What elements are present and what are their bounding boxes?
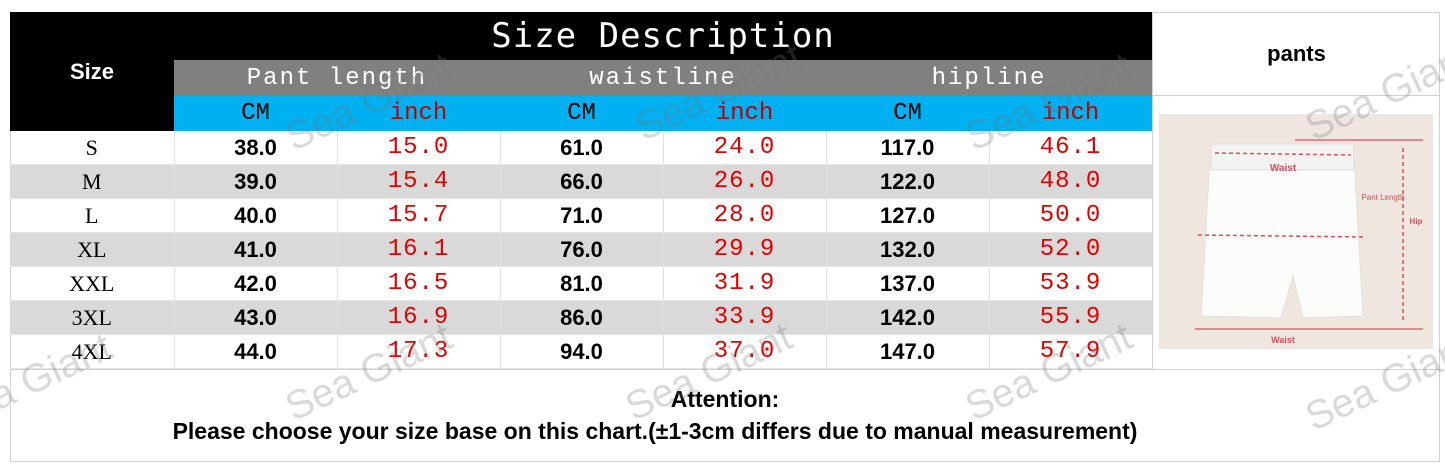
group-header-pant-length: Pant length — [174, 60, 500, 96]
cm-value-cell: 127.0 — [826, 198, 990, 233]
table-row: S 38.0 15.0 61.0 24.0 117.0 46.1 — [10, 131, 1153, 165]
cm-value-cell: 122.0 — [826, 164, 990, 199]
diagram-label-waist-bottom: Waist — [1271, 335, 1295, 345]
unit-header: inch — [663, 96, 826, 131]
size-cell: S — [10, 131, 175, 165]
attention-title: Attention: — [670, 386, 780, 412]
group-header-waistline: waistline — [500, 60, 826, 96]
inch-value-cell: 50.0 — [989, 198, 1153, 233]
size-cell: XXL — [10, 266, 175, 301]
size-cell: XL — [10, 232, 175, 267]
attention-text: Please choose your size base on this cha… — [172, 418, 1138, 444]
inch-value-cell: 46.1 — [989, 131, 1153, 165]
inch-value-cell: 53.9 — [989, 266, 1153, 301]
unit-header: inch — [989, 96, 1153, 131]
diagram-label-pant-length: Pant Length — [1361, 193, 1404, 202]
cm-value-cell: 61.0 — [500, 131, 664, 165]
size-cell: 4XL — [10, 334, 175, 369]
inch-value-cell: 52.0 — [989, 232, 1153, 267]
pants-label: pants — [1152, 12, 1440, 96]
unit-header: inch — [337, 96, 500, 131]
inch-value-cell: 55.9 — [989, 300, 1153, 335]
cm-value-cell: 66.0 — [500, 164, 664, 199]
inch-value-cell: 48.0 — [989, 164, 1153, 199]
attention-note: Attention: Please choose your size base … — [10, 369, 1440, 462]
size-cell: M — [10, 164, 175, 199]
inch-value-cell: 28.0 — [663, 198, 827, 233]
inch-value-cell: 15.7 — [337, 198, 501, 233]
table-row: 3XL 43.0 16.9 86.0 33.9 142.0 55.9 — [10, 300, 1153, 335]
inch-value-cell: 26.0 — [663, 164, 827, 199]
cm-value-cell: 39.0 — [174, 164, 338, 199]
diagram-label-hip: Hip — [1410, 217, 1423, 226]
inch-value-cell: 16.1 — [337, 232, 501, 267]
table-row: XL 41.0 16.1 76.0 29.9 132.0 52.0 — [10, 232, 1153, 267]
inch-value-cell: 16.9 — [337, 300, 501, 335]
cm-value-cell: 42.0 — [174, 266, 338, 301]
size-column-header: Size — [10, 12, 174, 131]
group-header-hipline: hipline — [826, 60, 1153, 96]
table-row: L 40.0 15.7 71.0 28.0 127.0 50.0 — [10, 198, 1153, 233]
cm-value-cell: 137.0 — [826, 266, 990, 301]
inch-value-cell: 31.9 — [663, 266, 827, 301]
inch-value-cell: 16.5 — [337, 266, 501, 301]
table-row: XXL 42.0 16.5 81.0 31.9 137.0 53.9 — [10, 266, 1153, 301]
inch-value-cell: 24.0 — [663, 131, 827, 165]
cm-value-cell: 41.0 — [174, 232, 338, 267]
size-table: Size Size Description Pant length waistl… — [10, 12, 1153, 369]
cm-value-cell: 76.0 — [500, 232, 664, 267]
cm-value-cell: 81.0 — [500, 266, 664, 301]
cm-value-cell: 132.0 — [826, 232, 990, 267]
table-row: M 39.0 15.4 66.0 26.0 122.0 48.0 — [10, 164, 1153, 199]
cm-value-cell: 86.0 — [500, 300, 664, 335]
inch-value-cell: 15.4 — [337, 164, 501, 199]
table-row: 4XL 44.0 17.3 94.0 37.0 147.0 57.9 — [10, 334, 1153, 369]
cm-value-cell: 142.0 — [826, 300, 990, 335]
unit-header: CM — [174, 96, 337, 131]
unit-header: CM — [826, 96, 989, 131]
inch-value-cell: 15.0 — [337, 131, 501, 165]
inch-value-cell: 33.9 — [663, 300, 827, 335]
diagram-label-waist: Waist — [1270, 163, 1297, 174]
cm-value-cell: 43.0 — [174, 300, 338, 335]
pants-diagram: Waist Pant Length Hip Waist — [1152, 96, 1440, 369]
size-cell: L — [10, 198, 175, 233]
cm-value-cell: 38.0 — [174, 131, 338, 165]
cm-value-cell: 44.0 — [174, 334, 338, 369]
table-title: Size Description — [174, 12, 1153, 60]
size-cell: 3XL — [10, 300, 175, 335]
cm-value-cell: 71.0 — [500, 198, 664, 233]
unit-header: CM — [500, 96, 663, 131]
inch-value-cell: 57.9 — [989, 334, 1153, 369]
cm-value-cell: 147.0 — [826, 334, 990, 369]
cm-value-cell: 94.0 — [500, 334, 664, 369]
cm-value-cell: 40.0 — [174, 198, 338, 233]
cm-value-cell: 117.0 — [826, 131, 990, 165]
inch-value-cell: 37.0 — [663, 334, 827, 369]
inch-value-cell: 17.3 — [337, 334, 501, 369]
inch-value-cell: 29.9 — [663, 232, 827, 267]
